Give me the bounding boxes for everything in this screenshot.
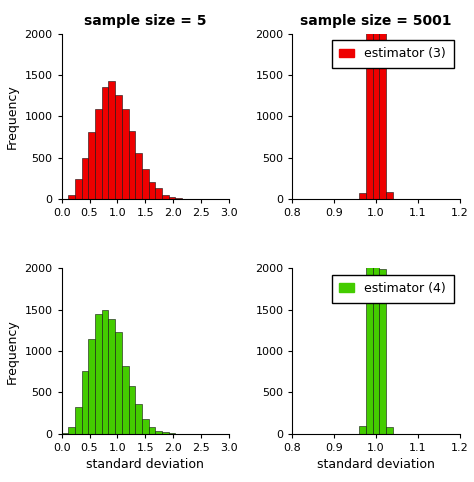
Y-axis label: Frequency: Frequency (6, 84, 19, 149)
Bar (359, 427, 366, 434)
Bar (128, 131, 135, 199)
Bar (68, 427, 75, 434)
Bar (169, 433, 175, 434)
Bar (366, 266, 373, 434)
Bar (115, 332, 122, 434)
Title: sample size = 5: sample size = 5 (84, 14, 207, 28)
Bar (128, 386, 135, 434)
Bar (366, 32, 373, 199)
Bar (155, 188, 162, 199)
Bar (68, 195, 75, 199)
Bar (102, 87, 109, 199)
Bar (380, 269, 386, 434)
Bar (155, 431, 162, 434)
Bar (95, 314, 102, 434)
Bar (162, 432, 169, 434)
Bar (62, 433, 68, 434)
Legend: estimator (3): estimator (3) (332, 40, 454, 68)
Bar (380, 31, 386, 199)
Bar (149, 182, 155, 199)
Bar (169, 197, 175, 199)
X-axis label: standard deviation: standard deviation (86, 458, 204, 471)
Bar (149, 427, 155, 434)
Bar (95, 109, 102, 199)
Bar (386, 192, 393, 199)
Bar (135, 153, 142, 199)
Title: sample size = 5001: sample size = 5001 (301, 14, 452, 28)
Bar (109, 80, 115, 199)
Y-axis label: Frequency: Frequency (6, 319, 19, 384)
Bar (115, 95, 122, 199)
Bar (359, 193, 366, 199)
Bar (135, 403, 142, 434)
X-axis label: standard deviation: standard deviation (317, 458, 435, 471)
Bar (373, 0, 380, 199)
Bar (386, 427, 393, 434)
Bar (102, 310, 109, 434)
Bar (122, 366, 128, 434)
Bar (175, 198, 182, 199)
Bar (142, 169, 149, 199)
Bar (142, 419, 149, 434)
Bar (75, 179, 82, 199)
Bar (162, 195, 169, 199)
Legend: estimator (4): estimator (4) (332, 275, 454, 303)
Bar (88, 339, 95, 434)
Bar (82, 372, 88, 434)
Bar (109, 319, 115, 434)
Bar (82, 158, 88, 199)
Bar (75, 407, 82, 434)
Bar (88, 133, 95, 199)
Bar (122, 109, 128, 199)
Bar (373, 0, 380, 434)
